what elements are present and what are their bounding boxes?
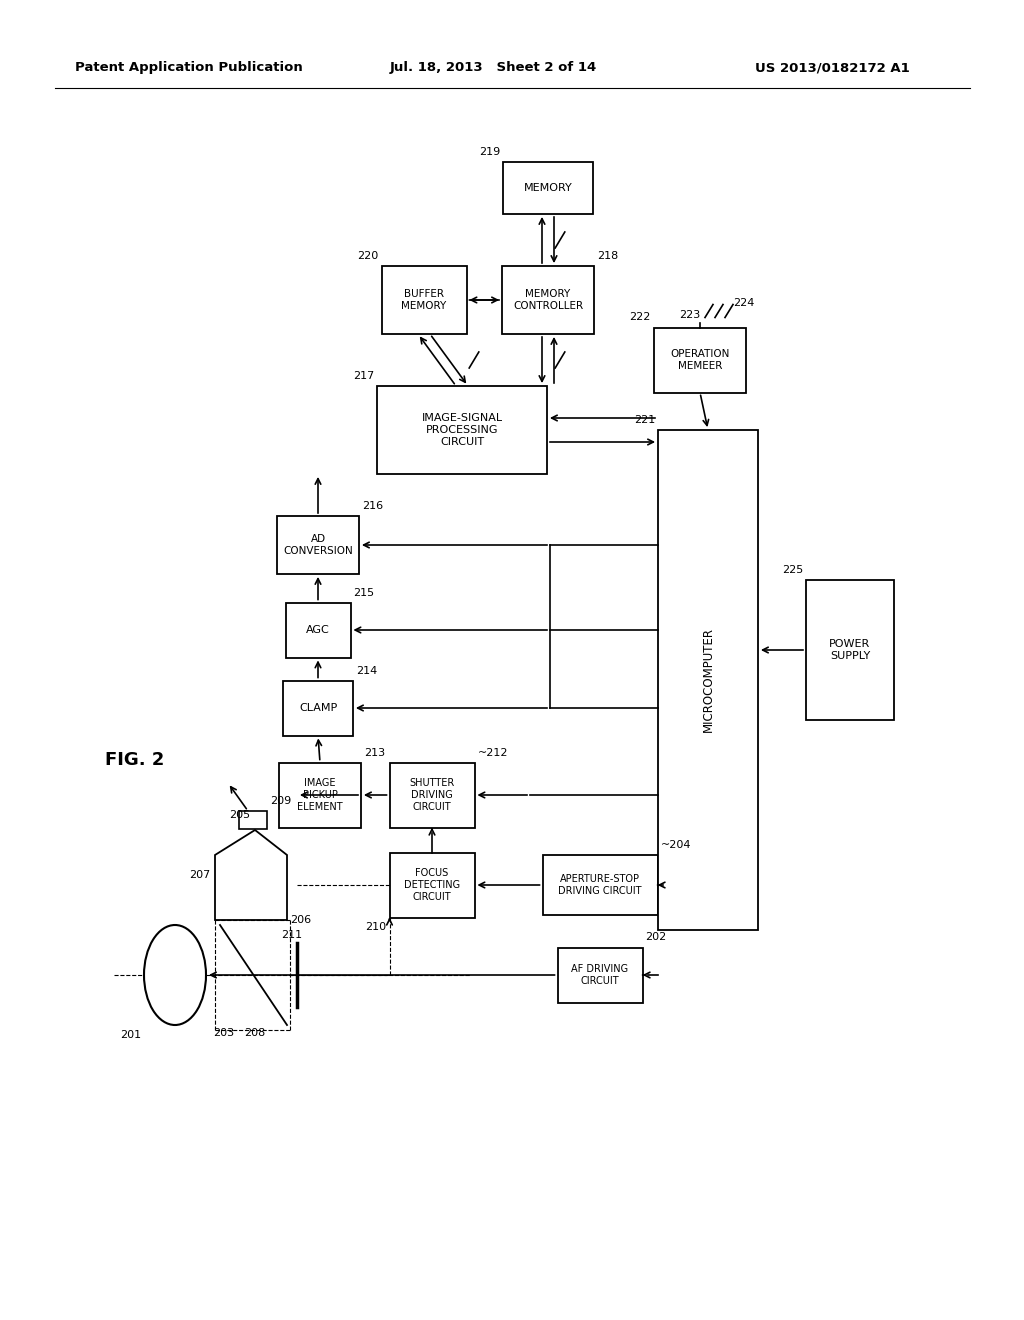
Ellipse shape	[144, 925, 206, 1026]
FancyBboxPatch shape	[806, 579, 894, 719]
FancyBboxPatch shape	[382, 267, 467, 334]
Text: 201: 201	[120, 1030, 141, 1040]
Text: MEMORY: MEMORY	[523, 183, 572, 193]
Text: 225: 225	[781, 565, 803, 576]
FancyBboxPatch shape	[389, 763, 474, 828]
Text: 203: 203	[213, 1028, 234, 1038]
Text: 205: 205	[229, 810, 251, 820]
Text: 208: 208	[245, 1028, 265, 1038]
Text: 210: 210	[366, 923, 386, 932]
Text: APERTURE-STOP
DRIVING CIRCUIT: APERTURE-STOP DRIVING CIRCUIT	[558, 874, 642, 896]
FancyBboxPatch shape	[543, 855, 657, 915]
Text: 217: 217	[352, 371, 374, 381]
Text: CLAMP: CLAMP	[299, 704, 337, 713]
Text: 202: 202	[645, 932, 667, 942]
Text: 222: 222	[630, 313, 651, 322]
Text: 211: 211	[282, 931, 302, 940]
Text: POWER
SUPPLY: POWER SUPPLY	[829, 639, 870, 661]
Text: FOCUS
DETECTING
CIRCUIT: FOCUS DETECTING CIRCUIT	[403, 869, 460, 902]
Text: Patent Application Publication: Patent Application Publication	[75, 62, 303, 74]
FancyBboxPatch shape	[503, 162, 593, 214]
Text: FIG. 2: FIG. 2	[105, 751, 165, 770]
FancyBboxPatch shape	[658, 430, 758, 931]
Text: 215: 215	[353, 587, 375, 598]
Text: AGC: AGC	[306, 624, 330, 635]
Text: 220: 220	[357, 251, 379, 261]
Text: 207: 207	[188, 870, 210, 880]
FancyBboxPatch shape	[557, 948, 642, 1002]
FancyBboxPatch shape	[654, 327, 746, 392]
Text: 206: 206	[290, 915, 311, 925]
Text: 219: 219	[479, 147, 500, 157]
Text: BUFFER
MEMORY: BUFFER MEMORY	[401, 289, 446, 310]
Text: Jul. 18, 2013   Sheet 2 of 14: Jul. 18, 2013 Sheet 2 of 14	[390, 62, 597, 74]
FancyBboxPatch shape	[279, 763, 361, 828]
FancyBboxPatch shape	[502, 267, 594, 334]
Text: MICROCOMPUTER: MICROCOMPUTER	[701, 627, 715, 733]
Text: 221: 221	[634, 414, 655, 425]
FancyBboxPatch shape	[286, 602, 350, 657]
Text: 224: 224	[733, 297, 755, 308]
Text: MEMORY
CONTROLLER: MEMORY CONTROLLER	[513, 289, 583, 310]
Text: AF DRIVING
CIRCUIT: AF DRIVING CIRCUIT	[571, 964, 629, 986]
Text: AD
CONVERSION: AD CONVERSION	[283, 535, 353, 556]
Text: ~212: ~212	[477, 747, 508, 758]
Text: 214: 214	[356, 665, 377, 676]
Text: IMAGE-SIGNAL
PROCESSING
CIRCUIT: IMAGE-SIGNAL PROCESSING CIRCUIT	[422, 413, 503, 446]
Text: OPERATION
MEMEER: OPERATION MEMEER	[671, 350, 730, 371]
FancyBboxPatch shape	[283, 681, 353, 735]
Text: 218: 218	[597, 251, 618, 261]
Text: SHUTTER
DRIVING
CIRCUIT: SHUTTER DRIVING CIRCUIT	[410, 779, 455, 812]
Text: 213: 213	[364, 747, 385, 758]
Text: 209: 209	[270, 796, 291, 807]
Text: IMAGE
PICKUP
ELEMENT: IMAGE PICKUP ELEMENT	[297, 779, 343, 812]
FancyBboxPatch shape	[377, 385, 547, 474]
FancyBboxPatch shape	[389, 853, 474, 917]
FancyBboxPatch shape	[278, 516, 359, 574]
Text: ~204: ~204	[660, 840, 691, 850]
Text: US 2013/0182172 A1: US 2013/0182172 A1	[755, 62, 909, 74]
FancyBboxPatch shape	[239, 810, 267, 829]
Text: 223: 223	[679, 309, 700, 319]
Text: 216: 216	[362, 502, 383, 511]
